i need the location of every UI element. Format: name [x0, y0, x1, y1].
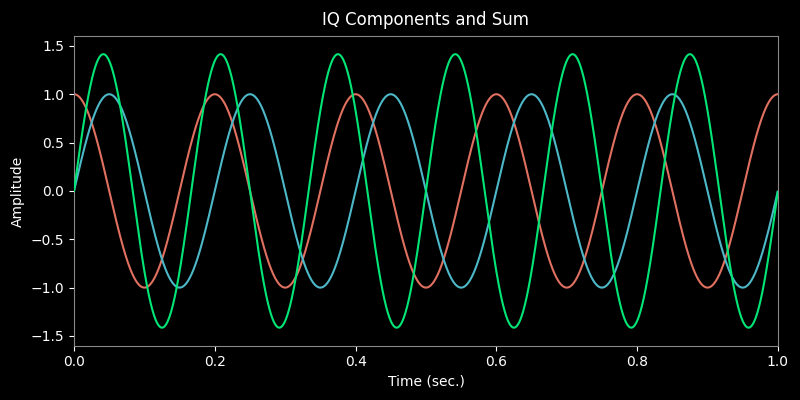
X-axis label: Time (sec.): Time (sec.)	[387, 375, 464, 389]
Title: IQ Components and Sum: IQ Components and Sum	[322, 11, 530, 29]
Y-axis label: Amplitude: Amplitude	[11, 155, 25, 226]
